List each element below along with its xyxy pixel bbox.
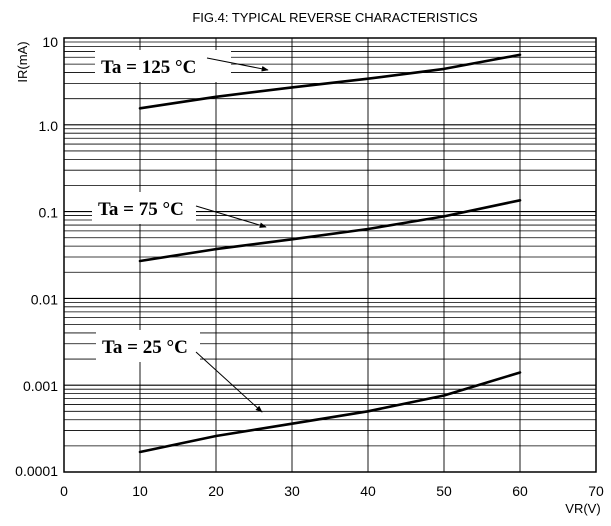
annotation-unit: °C xyxy=(163,199,184,220)
annotation-box xyxy=(92,192,196,224)
y-tick-label: 0.01 xyxy=(31,291,58,307)
annotation-label: Ta = 75 °C xyxy=(98,199,184,220)
x-tick-label: 20 xyxy=(208,483,224,499)
series-annotations: Ta = 125 °CTa = 75 °CTa = 25 °C xyxy=(92,50,269,413)
series-lines xyxy=(138,53,522,454)
grid xyxy=(64,38,596,472)
annotation-arrow xyxy=(195,205,267,228)
series-line-0 xyxy=(138,53,522,110)
x-axis-label: VR(V) xyxy=(565,501,600,516)
annotation-label-text: Ta = 125 xyxy=(101,57,175,78)
y-tick-label: 0.001 xyxy=(23,378,58,394)
chart-title: FIG.4: TYPICAL REVERSE CHARACTERISTICS xyxy=(192,10,478,25)
x-tick-label: 30 xyxy=(284,483,300,499)
annotation-label: Ta = 25 °C xyxy=(102,337,188,358)
x-tick-label: 70 xyxy=(588,483,604,499)
x-tick-label: 10 xyxy=(132,483,148,499)
y-axis-label: IR(mA) xyxy=(15,41,30,82)
y-tick-label: 0.1 xyxy=(39,205,59,221)
x-tick-label: 60 xyxy=(512,483,528,499)
tick-labels: 0 10 20 30 40 50 60 70 10 1.0 0.1 0.01 0.001 0.0001 xyxy=(15,34,604,499)
annotation-arrow xyxy=(195,351,263,413)
x-tick-label: 50 xyxy=(436,483,452,499)
series-line-1 xyxy=(138,199,522,263)
annotation-box xyxy=(96,330,200,362)
x-tick-label: 40 xyxy=(360,483,376,499)
x-tick-label: 0 xyxy=(60,483,68,499)
series-line-2 xyxy=(138,371,522,454)
annotation-arrow xyxy=(206,57,269,72)
annotation-unit: °C xyxy=(175,57,196,78)
annotation-label-text: Ta = 25 xyxy=(102,337,167,358)
annotation-box xyxy=(95,50,231,82)
y-tick-label: 1.0 xyxy=(39,118,59,134)
y-tick-label: 0.0001 xyxy=(15,463,58,479)
plot-frame xyxy=(63,37,597,473)
y-tick-label: 10 xyxy=(42,34,58,50)
annotation-label-text: Ta = 75 xyxy=(98,199,163,220)
annotation-label: Ta = 125 °C xyxy=(101,57,196,78)
annotation-unit: °C xyxy=(167,337,188,358)
